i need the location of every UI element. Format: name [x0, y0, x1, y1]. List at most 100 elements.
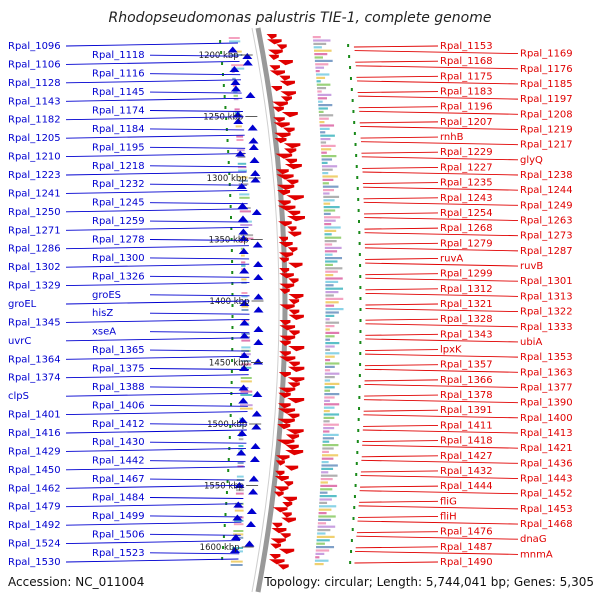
minus-gene-arrow: [227, 46, 238, 53]
feature-mark: [324, 240, 337, 243]
minus-gene-arrow: [232, 111, 243, 118]
gene-label: Rpal_1263: [520, 216, 573, 227]
gene-label: Rpal_1436: [520, 458, 573, 469]
leader-line: [65, 171, 247, 176]
leader-line: [149, 257, 250, 260]
scale-dot: [226, 139, 229, 142]
scale-dot: [230, 216, 232, 219]
leader-line: [361, 455, 439, 458]
leader-line: [149, 497, 244, 499]
scale-dot: [355, 462, 358, 465]
leader-line: [358, 516, 439, 518]
scale-dot: [231, 315, 234, 318]
gene-label: Rpal_1286: [8, 244, 61, 255]
feature-mark: [241, 264, 246, 267]
gene-label: Rpal_1416: [8, 428, 61, 439]
scale-dot: [231, 293, 234, 296]
scale-dot: [229, 414, 232, 417]
minus-gene-arrow: [236, 183, 247, 189]
feature-mark: [324, 386, 335, 389]
scale-dot: [231, 304, 234, 307]
feature-mark: [323, 406, 335, 409]
plus-gene-arrow: [287, 377, 305, 383]
scale-dot: [356, 176, 359, 179]
scale-dot: [358, 407, 361, 410]
feature-mark: [315, 70, 320, 73]
feature-mark: [236, 139, 244, 141]
feature-mark: [325, 270, 338, 273]
feature-mark: [316, 546, 335, 549]
gene-label: Rpal_1238: [520, 170, 573, 181]
feature-mark: [324, 389, 331, 392]
leader-line: [356, 535, 519, 540]
feature-mark: [325, 287, 344, 290]
feature-mark: [325, 352, 340, 355]
plus-gene-arrow: [279, 75, 290, 81]
leader-line: [361, 151, 439, 154]
minus-gene-arrow: [238, 248, 249, 254]
gene-label: Rpal_1484: [92, 493, 145, 504]
feature-mark: [318, 114, 334, 117]
leader-line: [363, 197, 439, 200]
plus-gene-arrow: [277, 200, 291, 206]
gene-label: Rpal_1375: [92, 364, 145, 375]
feature-mark: [240, 247, 245, 250]
feature-mark: [231, 67, 245, 70]
gene-label: Rpal_1391: [440, 405, 493, 416]
leader-line: [365, 258, 439, 260]
feature-mark: [317, 525, 336, 528]
feature-mark: [322, 437, 334, 440]
leader-line: [364, 227, 439, 230]
leader-line: [65, 282, 250, 287]
scale-dot: [231, 359, 234, 362]
feature-mark: [318, 110, 324, 113]
feature-mark: [324, 393, 340, 396]
scale-dot: [230, 227, 233, 230]
feature-mark: [240, 390, 253, 393]
feature-mark: [325, 304, 335, 307]
minus-gene-arrow: [229, 547, 240, 553]
plus-gene-arrow: [279, 80, 295, 86]
feature-mark: [235, 492, 244, 495]
minus-gene-arrow: [233, 118, 244, 124]
plus-gene-arrow: [285, 450, 304, 456]
leader-line: [358, 106, 439, 109]
plus-gene-arrow: [267, 39, 282, 45]
minus-gene-arrow: [233, 501, 244, 508]
scale-dot: [358, 231, 361, 234]
feature-mark: [321, 155, 337, 158]
feature-mark: [240, 377, 252, 379]
feature-mark: [323, 427, 335, 430]
scale-dot: [353, 495, 356, 498]
leader-line: [65, 558, 239, 563]
feature-mark: [237, 166, 247, 169]
plus-gene-arrow: [287, 366, 305, 372]
plus-gene-arrow: [278, 548, 295, 554]
leader-line: [65, 355, 250, 360]
scale-dot: [355, 165, 358, 168]
plus-gene-arrow: [279, 283, 295, 289]
feature-mark: [315, 556, 320, 559]
feature-mark: [316, 83, 331, 86]
leader-line: [362, 171, 519, 176]
feature-mark: [314, 53, 328, 56]
scale-dot: [349, 561, 352, 564]
minus-gene-arrow: [245, 92, 256, 98]
minus-gene-arrow: [248, 475, 259, 482]
scale-dot: [226, 480, 229, 483]
scale-dot: [222, 84, 225, 87]
feature-mark: [230, 564, 243, 566]
feature-mark: [237, 465, 244, 468]
feature-mark: [314, 59, 333, 62]
scale-dot: [354, 143, 357, 146]
leader-line: [65, 484, 244, 489]
feature-mark: [325, 280, 339, 283]
feature-mark: [320, 141, 327, 144]
leader-line: [363, 409, 439, 412]
scale-dot: [358, 385, 361, 388]
plus-gene-arrow: [279, 268, 290, 274]
feature-mark: [241, 292, 248, 294]
scale-dot: [229, 425, 232, 428]
plus-gene-arrow: [277, 564, 289, 570]
scale-dot: [230, 370, 233, 373]
